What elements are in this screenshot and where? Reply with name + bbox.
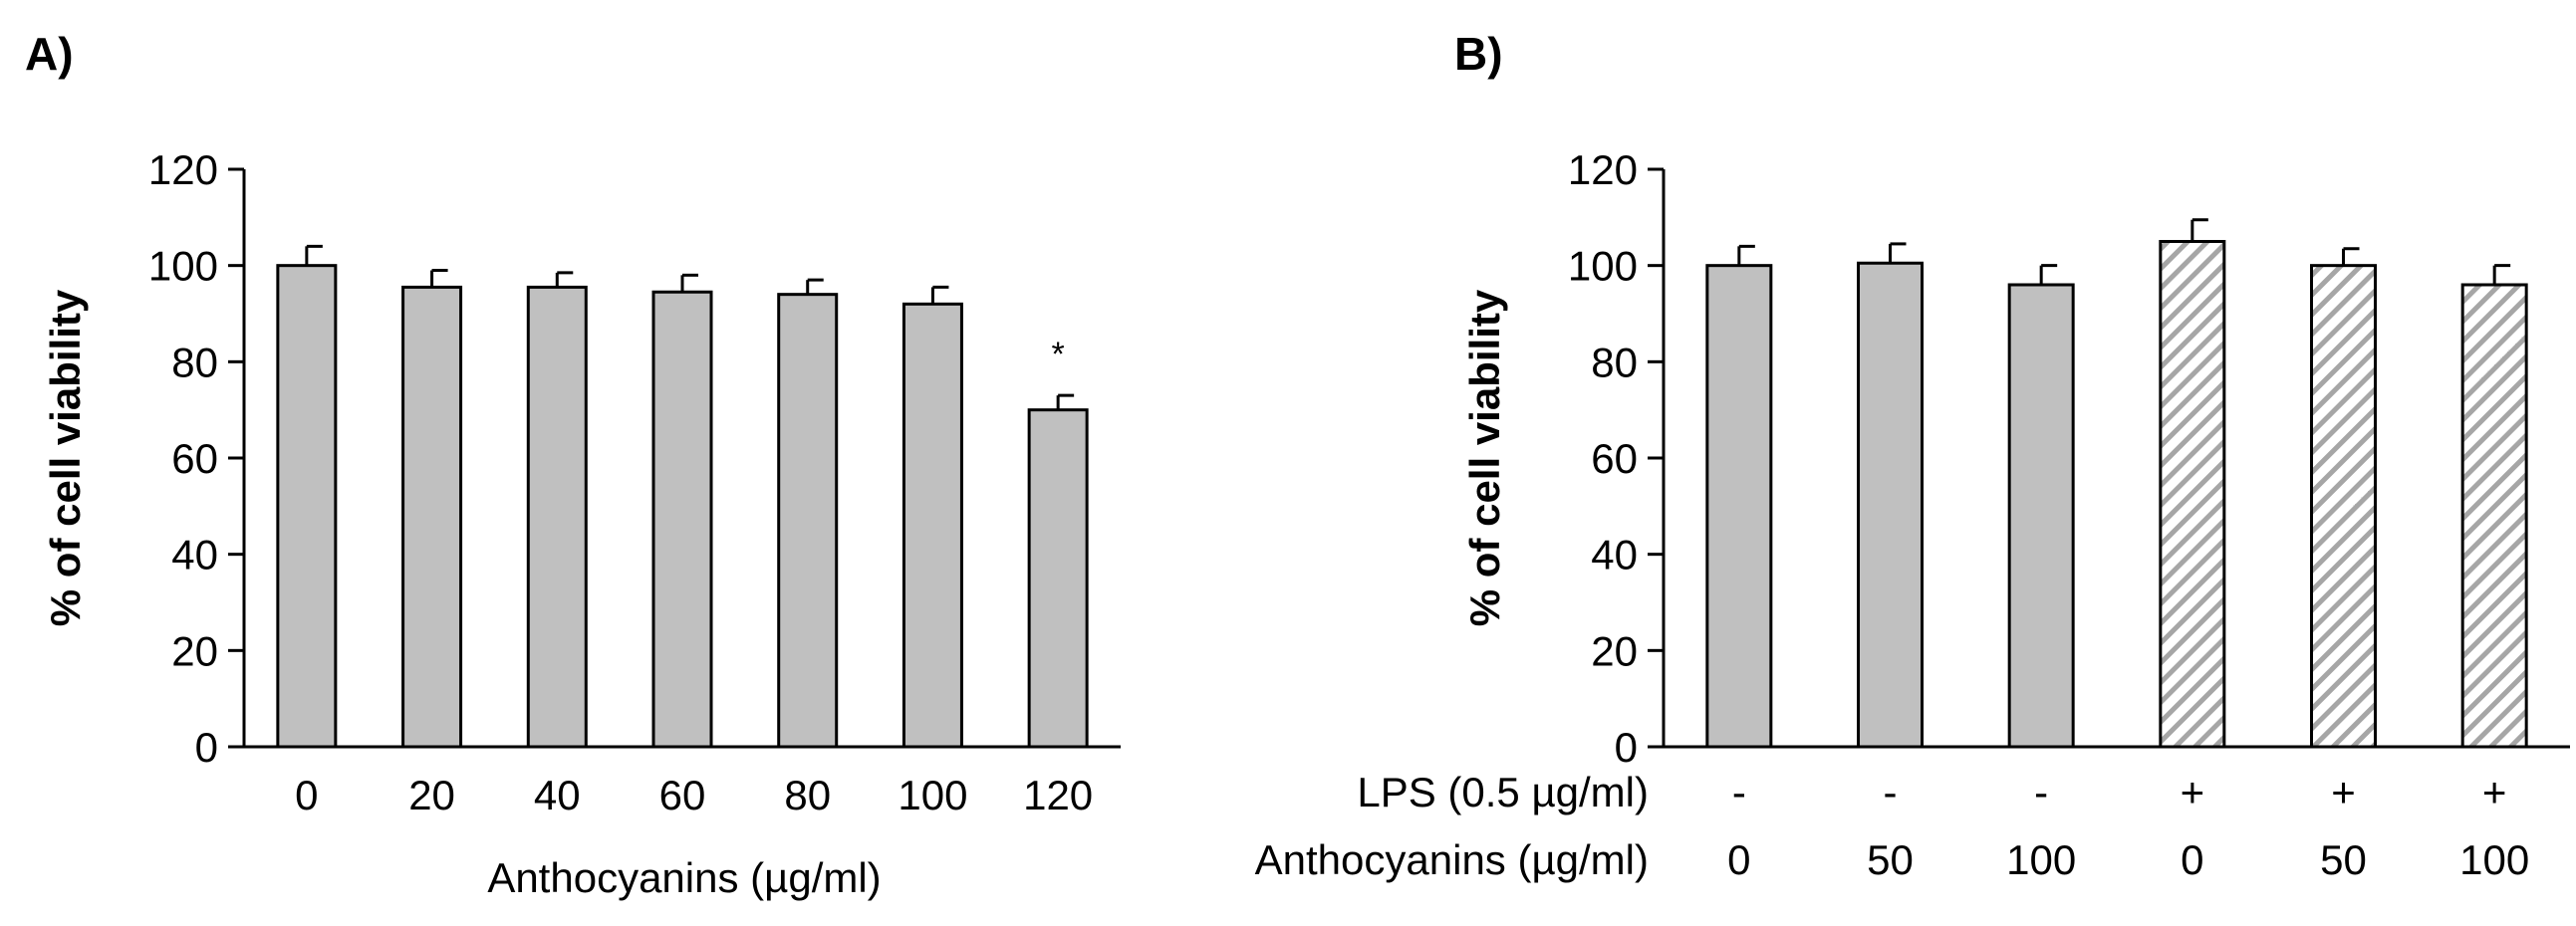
panel-a-bar [902,302,963,749]
panel-a-category-label: 120 [1023,772,1093,818]
panel-b-row-1-value: + [2331,769,2356,815]
panel-a-ytick-label: 40 [171,532,218,579]
panel-b-row-2-value: 0 [2181,836,2203,883]
panel-a-category-label: 40 [534,772,581,818]
panel-a-ytick-label: 100 [148,243,218,290]
panel-b-ytick-label: 20 [1591,627,1638,674]
panel-a-category-label: 100 [898,772,967,818]
panel-b-row-1-value: + [2482,769,2507,815]
panel-b-row-2-value: 100 [2459,836,2529,883]
panel-a-ytick-label: 80 [171,339,218,385]
panel-b-ytick-label: 80 [1591,339,1638,385]
panel-b-label: B) [1454,28,1503,80]
panel-a-category-label: 80 [784,772,831,818]
panel-b-row-1-value: - [2034,769,2048,815]
panel-b-row-1-value: + [2181,769,2205,815]
panel-a-y-axis-title: % of cell viability [42,289,89,626]
panel-b-row-2-value: 0 [1727,836,1750,883]
panel-b-row-1-value: - [1732,769,1746,815]
panel-b-y-axis-title: % of cell viability [1461,289,1508,626]
panel-b-row-2-value: 50 [1867,836,1914,883]
panel-a-category-label: 0 [295,772,318,818]
panel-a-chart: 0 20 40 60 80 100 120 % of cell viability 0 20 40 6… [42,146,1121,901]
panel-b-ytick-label: 0 [1615,724,1638,771]
panel-a-ytick-label: 120 [148,146,218,193]
panel-a-ytick-label: 0 [195,724,218,771]
panel-a-bar [401,285,463,749]
panel-a-category-label: 20 [408,772,455,818]
panel-b-bar [2310,264,2377,749]
panel-b-ytick-label: 60 [1591,435,1638,482]
panel-b-bar [2159,240,2226,749]
panel-a-bar [276,264,338,749]
panel-b-row-2-value: 100 [2006,836,2076,883]
panel-a-label: A) [25,28,74,80]
panel-a-bar [777,293,839,749]
panel-b-bar [2460,283,2528,749]
panel-a-ytick-label: 20 [171,627,218,674]
panel-b-row-2-value: 50 [2320,836,2367,883]
panel-a-category-label: 60 [659,772,706,818]
panel-b-bar [2007,283,2075,749]
panel-b-row-2-label: Anthocyanins (µg/ml) [1255,836,1649,883]
panel-b-ytick-label: 120 [1568,146,1638,193]
panel-a-ytick-label: 60 [171,435,218,482]
panel-a-bar [526,285,588,749]
panel-b-chart: 0 20 40 60 80 100 120 % of cell viability - 0 - 50 -… [1255,146,2570,883]
panel-a-significance-mark: * [1052,336,1065,373]
panel-b-row-1-label: LPS (0.5 µg/ml) [1357,769,1649,815]
panel-b-ytick-label: 100 [1568,243,1638,290]
panel-b-bar [1857,261,1924,749]
panel-a-bar [651,290,713,749]
panel-a-bar [1027,408,1089,749]
panel-a-x-axis-title: Anthocyanins (µg/ml) [487,854,881,901]
panel-b-ytick-label: 40 [1591,532,1638,579]
panel-b-row-1-value: - [1884,769,1898,815]
panel-b-bar [1705,264,1773,749]
